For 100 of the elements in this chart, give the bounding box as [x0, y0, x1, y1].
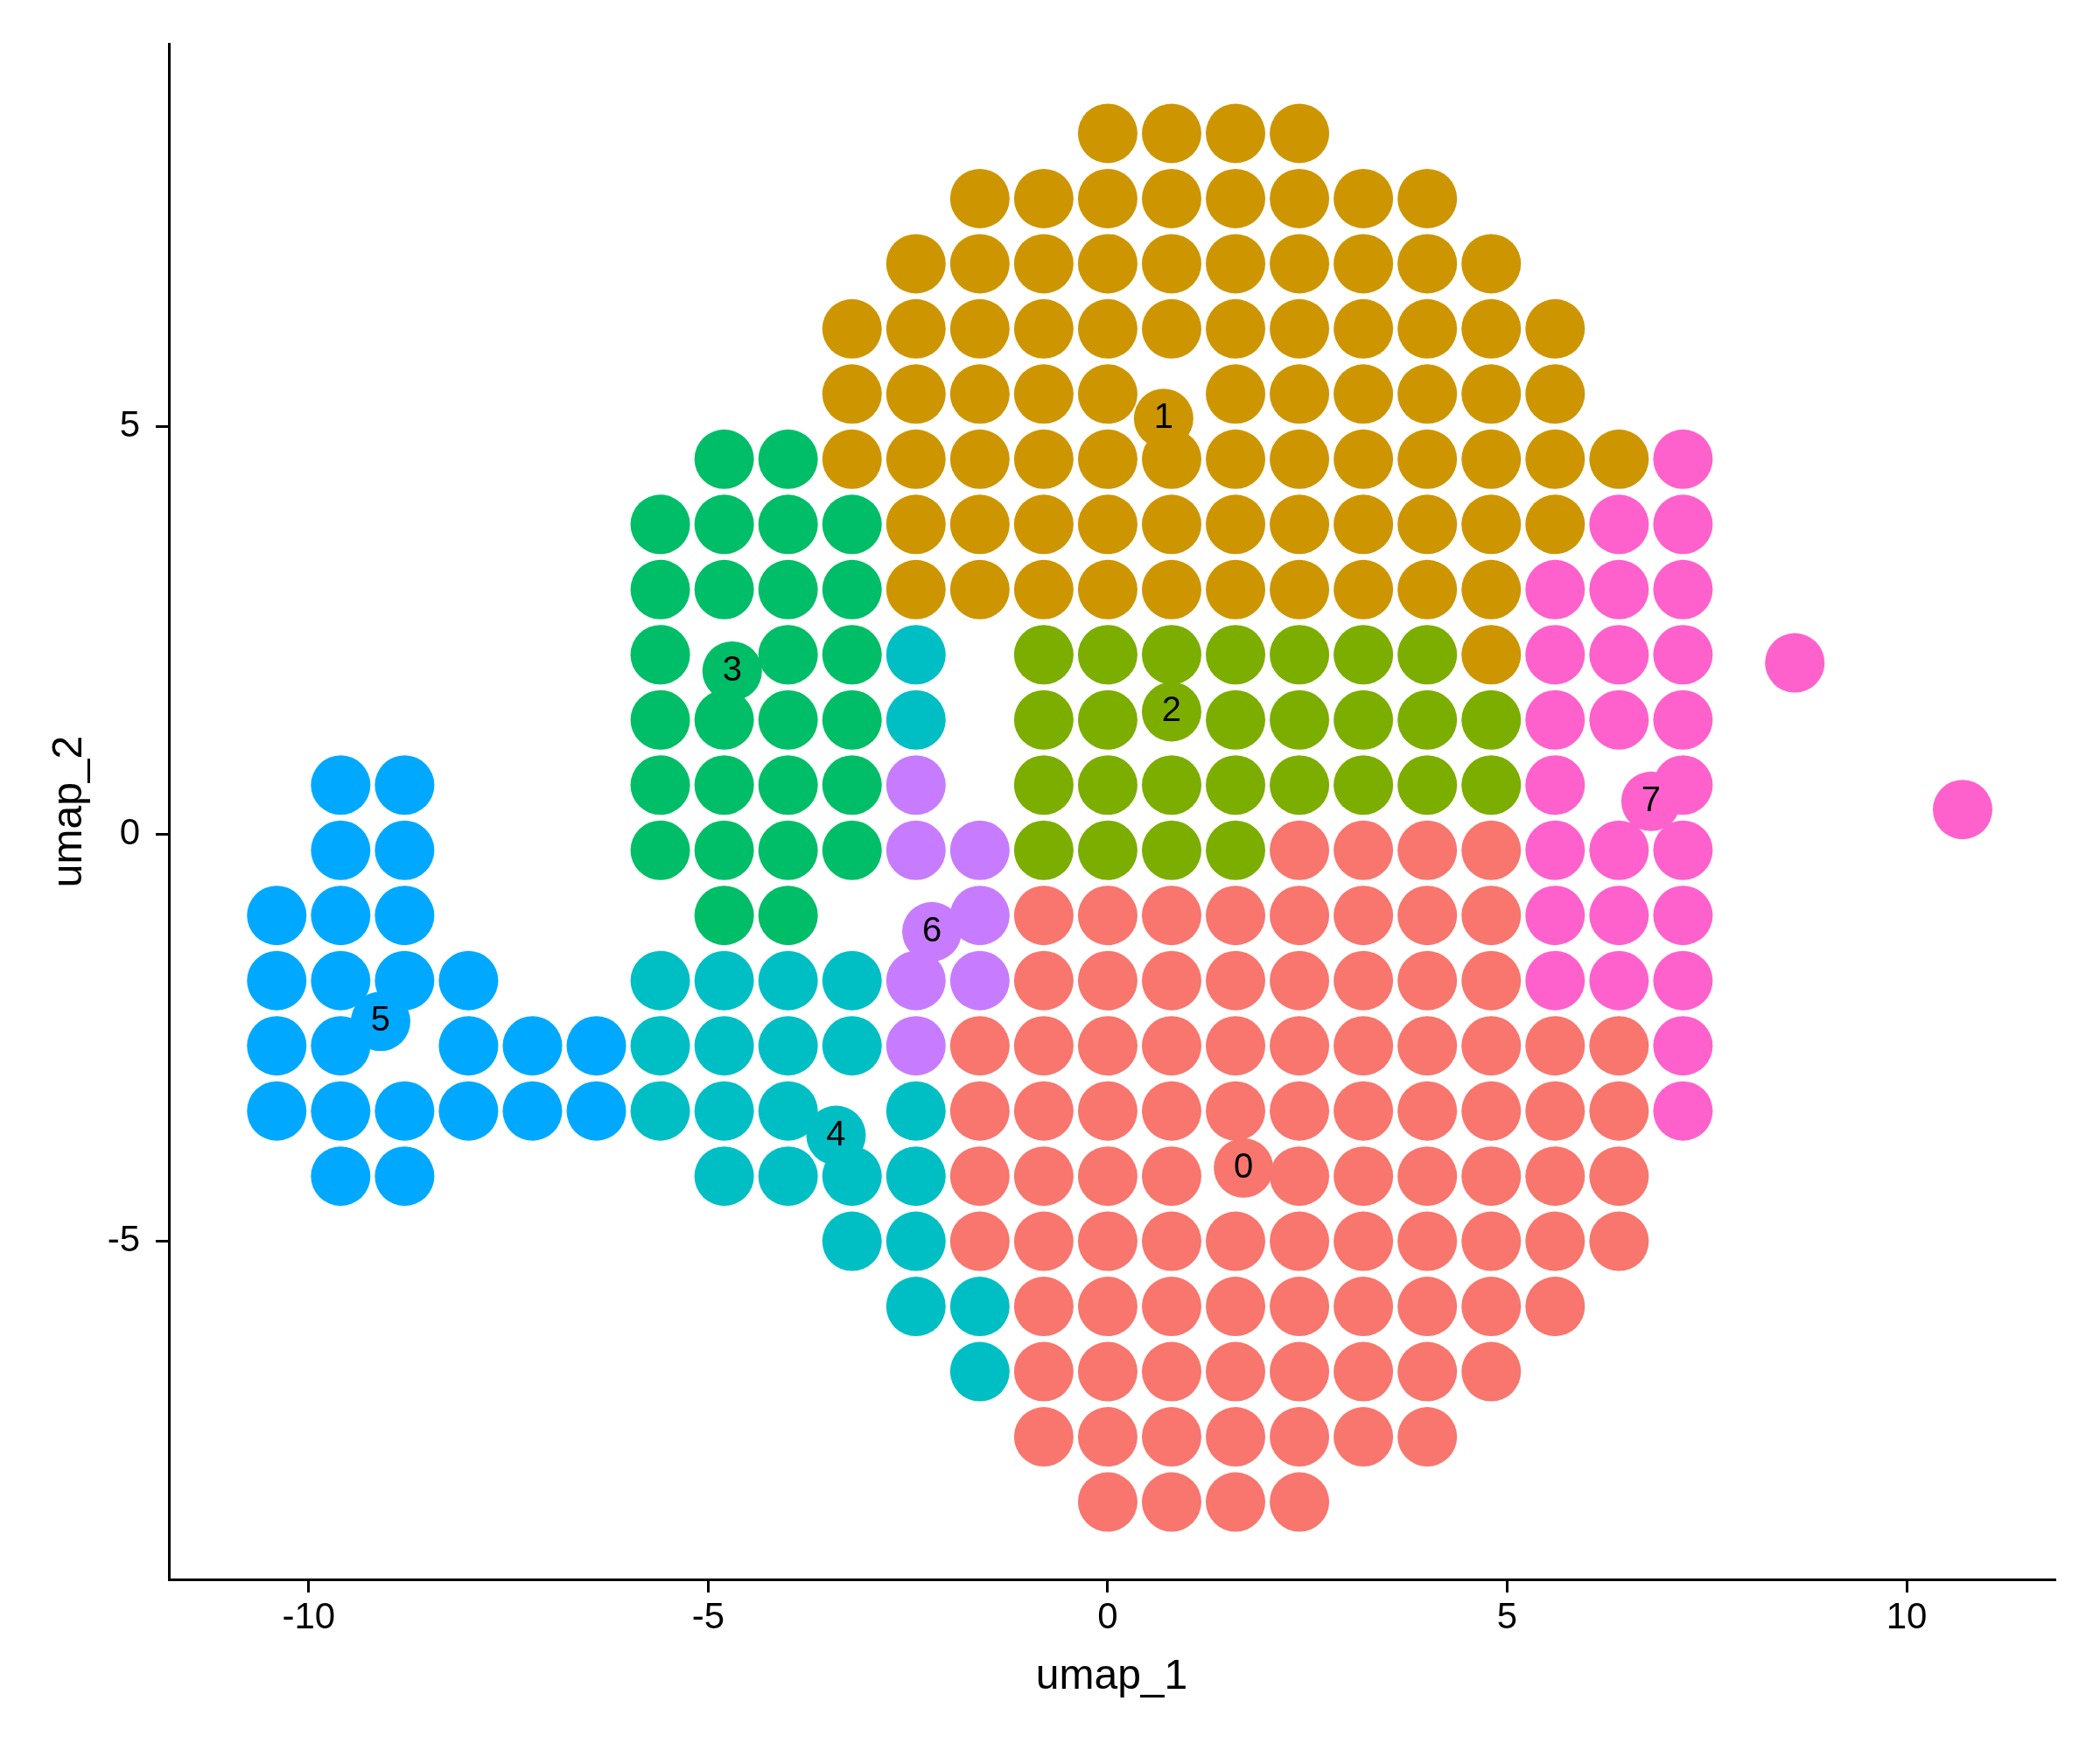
- point: [886, 625, 946, 685]
- point: [822, 820, 882, 880]
- point: [1525, 950, 1586, 1011]
- point: [630, 494, 690, 555]
- point: [822, 559, 882, 620]
- point: [758, 886, 818, 946]
- point: [1397, 690, 1458, 750]
- point: [694, 1016, 754, 1076]
- point: [1461, 690, 1522, 750]
- point: [949, 886, 1010, 946]
- y-tick-label: 5: [119, 403, 140, 445]
- point: [886, 755, 946, 816]
- point: [630, 690, 690, 750]
- point: [1206, 625, 1266, 685]
- point: [694, 1081, 754, 1141]
- point: [1653, 429, 1713, 489]
- point: [311, 820, 371, 880]
- point: [1653, 950, 1713, 1011]
- point: [758, 690, 818, 750]
- point: [694, 820, 754, 880]
- point: [630, 950, 690, 1011]
- point: [886, 690, 946, 750]
- point: [311, 1146, 371, 1207]
- point: [1077, 820, 1138, 880]
- point: [630, 820, 690, 880]
- point: [822, 1146, 882, 1207]
- point: [1653, 820, 1713, 880]
- point: [949, 950, 1010, 1011]
- point: [1077, 755, 1138, 816]
- point: [1013, 755, 1074, 816]
- point: [1589, 559, 1649, 620]
- annotation: 4: [826, 1113, 846, 1152]
- point: [694, 755, 754, 816]
- point: [886, 1016, 946, 1076]
- point: [1525, 886, 1586, 946]
- point: [1589, 690, 1649, 750]
- point: [822, 494, 882, 555]
- point: [886, 950, 946, 1011]
- point: [694, 886, 754, 946]
- point: [1653, 494, 1713, 555]
- point: [694, 950, 754, 1011]
- point: [1525, 820, 1586, 880]
- point: [438, 1016, 499, 1076]
- point: [1141, 755, 1201, 816]
- point: [1589, 625, 1649, 685]
- point: [694, 690, 754, 750]
- point: [758, 1081, 818, 1141]
- point: [374, 1081, 435, 1141]
- annotation: 0: [1234, 1145, 1254, 1185]
- point: [758, 494, 818, 555]
- point: [1206, 820, 1266, 880]
- point: [1525, 625, 1586, 685]
- point: [311, 755, 371, 816]
- point: [1653, 559, 1713, 620]
- point: [758, 950, 818, 1011]
- point: [822, 950, 882, 1011]
- point: [1206, 755, 1266, 816]
- point: [1525, 755, 1586, 816]
- point: [374, 820, 435, 880]
- point: [1765, 633, 1825, 693]
- point: [630, 625, 690, 685]
- y-axis-title: umap_2: [44, 735, 91, 888]
- annotation: 3: [722, 648, 742, 688]
- point: [1013, 820, 1074, 880]
- point: [1589, 494, 1649, 555]
- point: [694, 559, 754, 620]
- point: [1270, 625, 1330, 685]
- point: [694, 494, 754, 555]
- point: [886, 820, 946, 880]
- point: [1334, 625, 1394, 685]
- point: [1013, 690, 1074, 750]
- point: [1334, 755, 1394, 816]
- point: [374, 1146, 435, 1207]
- annotation: 5: [370, 999, 391, 1039]
- point: [438, 1081, 499, 1141]
- point: [1653, 886, 1713, 946]
- point: [822, 755, 882, 816]
- point: [630, 1081, 690, 1141]
- point: [566, 1016, 626, 1076]
- point: [1932, 780, 1992, 840]
- annotation: 7: [1641, 779, 1661, 818]
- point: [1334, 690, 1394, 750]
- point: [1653, 690, 1713, 750]
- x-tick-label: 0: [1097, 1594, 1118, 1636]
- point: [758, 1016, 818, 1076]
- point: [886, 1081, 946, 1141]
- point: [822, 690, 882, 750]
- point: [502, 1081, 563, 1141]
- point: [566, 1081, 626, 1141]
- point: [1141, 625, 1201, 685]
- point: [758, 820, 818, 880]
- point: [374, 886, 435, 946]
- x-tick-label: 5: [1496, 1594, 1518, 1636]
- point: [1013, 625, 1074, 685]
- point: [886, 1211, 946, 1271]
- annotation: 1: [1153, 396, 1173, 436]
- x-tick-label: -5: [691, 1594, 725, 1636]
- point: [1397, 755, 1458, 816]
- point: [886, 1277, 946, 1337]
- point: [758, 755, 818, 816]
